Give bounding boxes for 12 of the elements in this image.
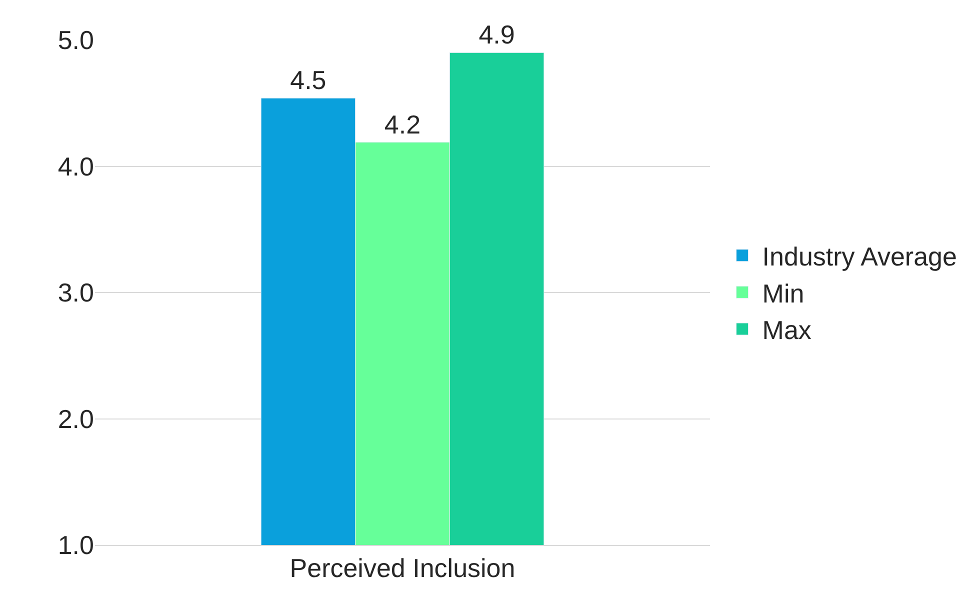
y-tick-label: 2.0: [58, 404, 94, 434]
y-tick-label: 4.0: [58, 151, 94, 182]
data-label: 4.2: [384, 109, 421, 140]
legend-label: Industry Average: [762, 242, 957, 272]
y-tick-label: 5.0: [58, 25, 94, 56]
data-label: 4.5: [290, 65, 326, 96]
y-tick-label: 3.0: [58, 278, 94, 308]
legend-label: Min: [762, 278, 804, 308]
legend-label: Max: [762, 315, 812, 346]
y-tick-label: 1.0: [58, 530, 94, 560]
data-label: 4.9: [478, 20, 515, 50]
x-tick-label: Perceived Inclusion: [290, 553, 516, 584]
